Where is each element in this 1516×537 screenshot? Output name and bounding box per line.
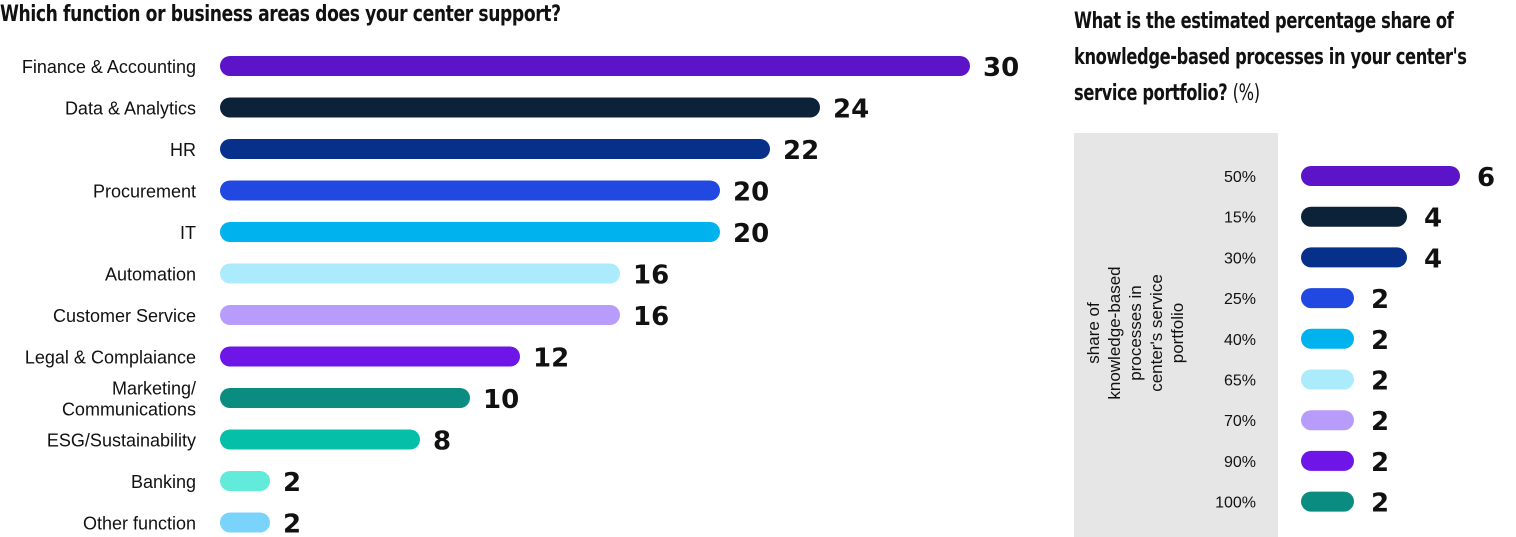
- bar-50-pct: [1301, 166, 1460, 186]
- bar-procurement: [220, 180, 720, 201]
- bar-finance-accounting: [220, 56, 970, 76]
- bar-25-pct: [1301, 288, 1354, 309]
- value-label-marketing-communications: 10: [483, 385, 519, 415]
- bar-90-pct: [1301, 450, 1354, 471]
- value-label-data-analytics: 24: [833, 95, 869, 125]
- category-label-line: Legal & Complaiance: [25, 348, 196, 368]
- category-label-line: Procurement: [93, 182, 196, 202]
- bar-70-pct: [1301, 410, 1354, 431]
- right-chart-axis-title: share of knowledge-based processes in cente…: [1084, 266, 1187, 399]
- value-label-25-pct: 2: [1371, 285, 1389, 315]
- category-label-30-pct: 30%: [1224, 250, 1256, 267]
- category-label-40-pct: 40%: [1224, 332, 1256, 349]
- bar-automation: [220, 263, 620, 284]
- category-label-procurement: Procurement: [93, 182, 196, 202]
- category-label-70-pct: 70%: [1224, 413, 1256, 430]
- value-label-40-pct: 2: [1371, 326, 1389, 356]
- value-label-procurement: 20: [733, 178, 769, 208]
- right-bar-chart: 6 50% 4 15% 4 30% 2 25% 2 40% 2 65% 2 70% 2 90% 2 100%: [1215, 163, 1495, 519]
- value-label-50-pct: 6: [1477, 163, 1495, 193]
- bar-it: [220, 222, 720, 242]
- value-label-automation: 16: [633, 261, 669, 291]
- category-label-line: Communications: [62, 400, 196, 420]
- right-chart-label-panel: [1074, 133, 1278, 537]
- value-label-hr: 22: [783, 136, 819, 166]
- bar-40-pct: [1301, 328, 1354, 349]
- category-label-50-pct: 50%: [1224, 169, 1256, 186]
- bar-other-function: [220, 512, 270, 533]
- category-label-line: Marketing/: [112, 379, 196, 399]
- category-label-line: HR: [170, 140, 196, 160]
- left-chart-title: Which function or business areas does yo…: [0, 2, 561, 27]
- value-label-70-pct: 2: [1371, 407, 1389, 437]
- value-label-100-pct: 2: [1371, 489, 1389, 519]
- value-label-other-function: 2: [283, 510, 301, 537]
- axis-title-line: center's service: [1147, 274, 1166, 392]
- bar-15-pct: [1301, 206, 1407, 227]
- category-label-it: IT: [180, 223, 196, 243]
- category-label-banking: Banking: [131, 472, 196, 492]
- bar-marketing-communications: [220, 388, 470, 408]
- category-label-25-pct: 25%: [1224, 291, 1256, 308]
- category-label-line: Customer Service: [53, 306, 196, 326]
- value-label-banking: 2: [283, 468, 301, 498]
- category-label-100-pct: 100%: [1215, 495, 1256, 512]
- value-label-90-pct: 2: [1371, 448, 1389, 478]
- right-chart-title-unit: (%): [1232, 81, 1260, 106]
- right-chart-title-text: What is the estimated percentage share o…: [1074, 9, 1467, 106]
- axis-title-line: portfolio: [1168, 303, 1187, 363]
- value-label-65-pct: 2: [1371, 367, 1389, 397]
- category-label-legal-complaiance: Legal & Complaiance: [25, 348, 196, 368]
- category-label-automation: Automation: [105, 265, 196, 285]
- category-label-line: Banking: [131, 472, 196, 492]
- category-label-line: Other function: [83, 514, 196, 534]
- category-label-hr: HR: [170, 140, 196, 160]
- value-label-customer-service: 16: [633, 302, 669, 332]
- category-label-esg-sustainability: ESG/Sustainability: [47, 431, 196, 451]
- bar-hr: [220, 139, 770, 159]
- category-label-customer-service: Customer Service: [53, 306, 196, 326]
- bar-esg-sustainability: [220, 429, 420, 450]
- bar-customer-service: [220, 305, 620, 325]
- category-label-finance-accounting: Finance & Accounting: [22, 57, 196, 77]
- left-bar-chart: 30 Finance & Accounting 24 Data & Analytics…: [22, 53, 1019, 537]
- category-label-line: IT: [180, 223, 196, 243]
- category-label-line: Automation: [105, 265, 196, 285]
- value-label-finance-accounting: 30: [983, 53, 1019, 83]
- right-chart-title: What is the estimated percentage share o…: [1074, 4, 1511, 112]
- bar-100-pct: [1301, 491, 1354, 512]
- bar-65-pct: [1301, 369, 1354, 390]
- bar-data-analytics: [220, 97, 820, 118]
- bar-30-pct: [1301, 247, 1407, 268]
- category-label-marketing-communications: Marketing/Communications: [62, 379, 196, 420]
- axis-title-line: processes in: [1126, 285, 1145, 380]
- category-label-15-pct: 15%: [1224, 210, 1256, 227]
- bar-banking: [220, 471, 270, 491]
- category-label-line: Finance & Accounting: [22, 57, 196, 77]
- bar-legal-complaiance: [220, 346, 520, 367]
- category-label-90-pct: 90%: [1224, 454, 1256, 471]
- category-label-line: Data & Analytics: [65, 99, 196, 119]
- axis-title-line: knowledge-based: [1105, 266, 1124, 399]
- category-label-data-analytics: Data & Analytics: [65, 99, 196, 119]
- value-label-legal-complaiance: 12: [533, 344, 569, 374]
- value-label-30-pct: 4: [1424, 244, 1442, 274]
- value-label-esg-sustainability: 8: [433, 427, 451, 457]
- value-label-it: 20: [733, 219, 769, 249]
- axis-title-line: share of: [1084, 302, 1103, 364]
- category-label-other-function: Other function: [83, 514, 196, 534]
- category-label-65-pct: 65%: [1224, 373, 1256, 390]
- value-label-15-pct: 4: [1424, 204, 1442, 234]
- category-label-line: ESG/Sustainability: [47, 431, 196, 451]
